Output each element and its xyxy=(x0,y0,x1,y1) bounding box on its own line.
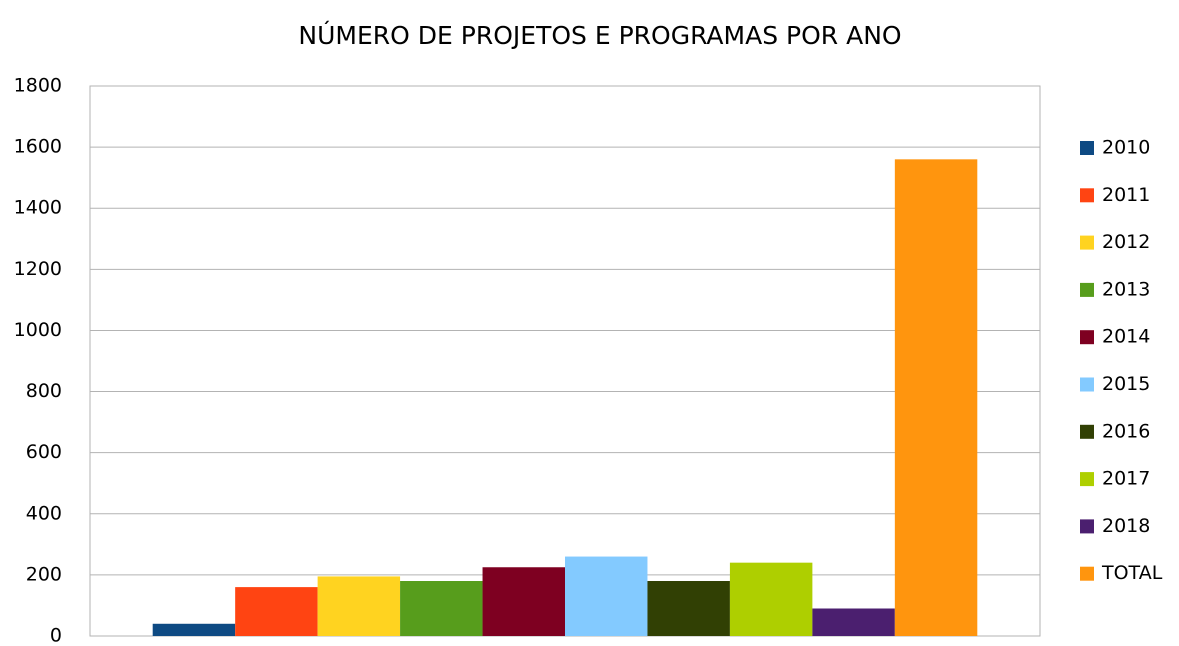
legend-swatch xyxy=(1080,424,1094,439)
legend-swatch xyxy=(1080,519,1094,534)
legend-label: 2010 xyxy=(1102,137,1150,159)
y-tick-label: 1600 xyxy=(14,136,62,158)
y-tick-label: 200 xyxy=(26,563,62,585)
y-tick-label: 600 xyxy=(26,441,62,463)
y-tick-label: 1800 xyxy=(14,75,62,97)
legend-swatch xyxy=(1080,282,1094,297)
bar xyxy=(317,576,401,636)
legend-label: 2018 xyxy=(1102,515,1150,537)
bar xyxy=(647,581,730,636)
legend-swatch xyxy=(1080,377,1094,392)
legend-label: 2017 xyxy=(1102,468,1150,490)
legend-swatch xyxy=(1080,188,1094,203)
legend-label: TOTAL xyxy=(1101,562,1163,584)
legend-label: 2015 xyxy=(1102,373,1150,395)
legend-swatch xyxy=(1080,235,1094,250)
legend-swatch xyxy=(1080,566,1094,581)
legend-label: 2012 xyxy=(1102,231,1150,253)
legend-swatch xyxy=(1080,141,1094,155)
bar xyxy=(894,159,978,637)
y-tick-label: 800 xyxy=(26,380,62,402)
y-tick-label: 1200 xyxy=(14,258,62,280)
legend-label: 2014 xyxy=(1102,326,1150,348)
bar xyxy=(565,556,648,636)
legend-swatch xyxy=(1080,330,1094,345)
bar xyxy=(152,623,236,636)
chart-title: NÚMERO DE PROJETOS E PROGRAMAS POR ANO xyxy=(298,20,901,50)
y-tick-label: 400 xyxy=(26,502,62,524)
bar xyxy=(235,587,318,636)
bar xyxy=(729,562,813,636)
legend-label: 2011 xyxy=(1102,184,1150,206)
legend-swatch xyxy=(1080,472,1094,487)
y-tick-label: 1000 xyxy=(14,319,62,341)
bar xyxy=(400,581,483,636)
y-tick-label: 0 xyxy=(50,625,62,643)
y-tick-label: 1400 xyxy=(14,197,62,219)
bar xyxy=(812,608,895,636)
legend-label: 2013 xyxy=(1102,278,1150,300)
bar xyxy=(482,567,565,636)
legend-label: 2016 xyxy=(1102,420,1150,442)
